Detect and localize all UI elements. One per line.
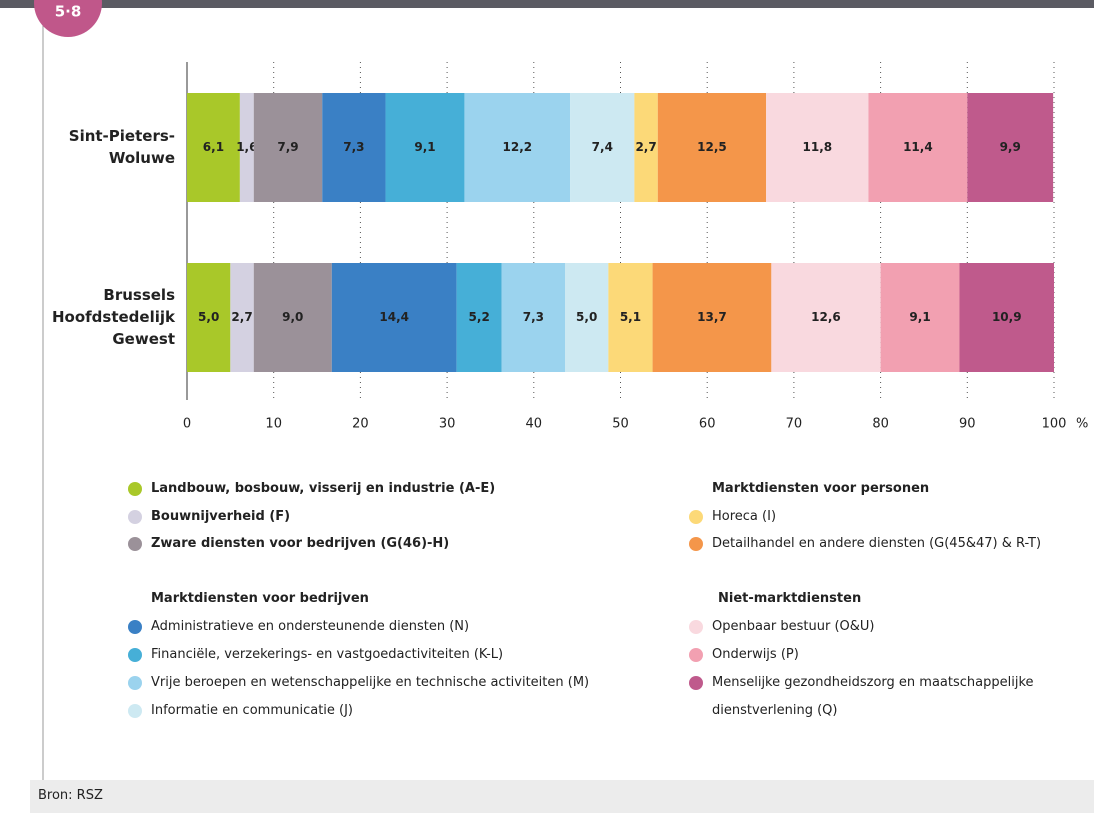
value-label: 7,3 xyxy=(523,310,544,324)
bar-segment xyxy=(385,93,465,202)
legend-heading: Niet-marktdiensten xyxy=(718,591,862,606)
bar-segment xyxy=(253,93,323,202)
x-tick-label: 90 xyxy=(959,417,976,432)
bar-segment xyxy=(565,263,609,372)
value-label: 1,6 xyxy=(236,140,257,154)
bar-segment xyxy=(771,263,881,372)
value-label: 7,9 xyxy=(277,140,298,154)
legend-marker xyxy=(689,537,703,551)
value-label: 9,1 xyxy=(414,140,435,154)
legend-item: Vrije beroepen en wetenschappelijke en t… xyxy=(128,669,691,697)
value-label: 12,2 xyxy=(503,140,533,154)
source: Bron: RSZ xyxy=(38,788,103,803)
y-tick-label: Brussels xyxy=(103,286,175,304)
value-label: 14,4 xyxy=(379,310,409,324)
x-tick-label: 80 xyxy=(872,417,889,432)
x-axis-unit: % xyxy=(1076,417,1088,432)
x-tick-label: 40 xyxy=(526,417,543,432)
value-label: 13,7 xyxy=(697,310,727,324)
footer: Bron: RSZ xyxy=(30,780,1094,813)
bar-segment xyxy=(464,93,571,202)
bar-segment xyxy=(652,263,772,372)
y-tick-label: Sint-Pieters- xyxy=(69,127,175,145)
legend-marker xyxy=(128,620,142,634)
value-label: 9,1 xyxy=(909,310,930,324)
x-tick-label: 70 xyxy=(786,417,803,432)
legend-item: Detailhandel en andere diensten (G(45&47… xyxy=(689,530,1094,558)
legend-item: Bouwnijverheid (F) xyxy=(128,503,691,531)
legend-marker xyxy=(128,676,142,690)
value-label: 5,0 xyxy=(198,310,219,324)
legend-item: Landbouw, bosbouw, visserij en industrie… xyxy=(128,475,691,503)
value-label: 2,7 xyxy=(635,140,656,154)
x-tick-label: 20 xyxy=(352,417,369,432)
bar-segment xyxy=(868,93,968,202)
value-label: 7,3 xyxy=(343,140,364,154)
legend-marker xyxy=(128,510,142,524)
bar-segment xyxy=(766,93,869,202)
value-label: 11,4 xyxy=(903,140,933,154)
badge xyxy=(34,0,102,37)
legend-item: Informatie en communicatie (J) xyxy=(128,697,691,725)
legend-marker xyxy=(689,620,703,634)
legend-marker xyxy=(689,676,703,690)
legend-item: Openbaar bestuur (O&U) xyxy=(689,613,1094,641)
legend-marker xyxy=(689,648,703,662)
value-label: 5,1 xyxy=(620,310,641,324)
bar-segment xyxy=(322,93,386,202)
bar-segment xyxy=(501,263,566,372)
x-tick-label: 50 xyxy=(612,417,629,432)
bar-segment xyxy=(239,93,254,202)
legend-heading: Marktdiensten voor personen xyxy=(712,481,930,496)
value-label: 2,7 xyxy=(231,310,252,324)
legend-item: Financiële, verzekerings- en vastgoedact… xyxy=(128,641,691,669)
value-label: 12,5 xyxy=(697,140,727,154)
bar-segment xyxy=(331,263,457,372)
badge-text: 5·8 xyxy=(55,3,82,21)
bar-segment xyxy=(187,93,240,202)
bar-segment xyxy=(967,93,1054,202)
legend-item: Onderwijs (P) xyxy=(689,641,1094,669)
value-label: 5,2 xyxy=(469,310,490,324)
legend-item: Horeca (I) xyxy=(689,503,1094,531)
legend-marker xyxy=(689,510,703,524)
bar-segment xyxy=(608,263,653,372)
x-tick-label: 100 xyxy=(1042,417,1067,432)
legend-item: Zware diensten voor bedrijven (G(46)-H) xyxy=(128,530,691,558)
value-label: 5,0 xyxy=(576,310,597,324)
value-label: 9,0 xyxy=(282,310,303,324)
legend-marker xyxy=(128,704,142,718)
legend-marker xyxy=(128,537,142,551)
bar-segment xyxy=(187,263,231,372)
value-label: 12,6 xyxy=(811,310,841,324)
value-label: 11,8 xyxy=(803,140,833,154)
bar-segment xyxy=(959,263,1054,372)
bar-segment xyxy=(570,93,635,202)
x-tick-label: 30 xyxy=(439,417,456,432)
x-tick-label: 0 xyxy=(183,417,191,432)
value-label: 10,9 xyxy=(992,310,1022,324)
x-tick-label: 10 xyxy=(265,417,282,432)
value-label: 7,4 xyxy=(592,140,613,154)
legend-item: Administratieve en ondersteunende dienst… xyxy=(128,613,691,641)
bar-segment xyxy=(657,93,767,202)
chart: 5·8 0 10 20 30 40 50 60 70 80 90 100 % Sint-Pieters-… xyxy=(0,0,1094,780)
value-label: 6,1 xyxy=(203,140,224,154)
bar-segment xyxy=(880,263,960,372)
y-tick-label: Gewest xyxy=(112,330,175,348)
legend-item: Menselijke gezondheidszorg en maatschapp… xyxy=(689,669,1094,725)
y-tick-label: Woluwe xyxy=(109,149,175,167)
y-tick-label: Hoofdstedelijk xyxy=(52,308,176,326)
legend-heading: Marktdiensten voor bedrijven xyxy=(151,591,369,606)
legend-marker xyxy=(128,482,142,496)
bar-segment xyxy=(253,263,332,372)
bar-segment xyxy=(456,263,502,372)
value-label: 9,9 xyxy=(1000,140,1021,154)
bar-segment xyxy=(230,263,254,372)
header-bar xyxy=(0,0,1094,8)
bar-segment xyxy=(634,93,658,202)
x-tick-label: 60 xyxy=(699,417,716,432)
legend-marker xyxy=(128,648,142,662)
